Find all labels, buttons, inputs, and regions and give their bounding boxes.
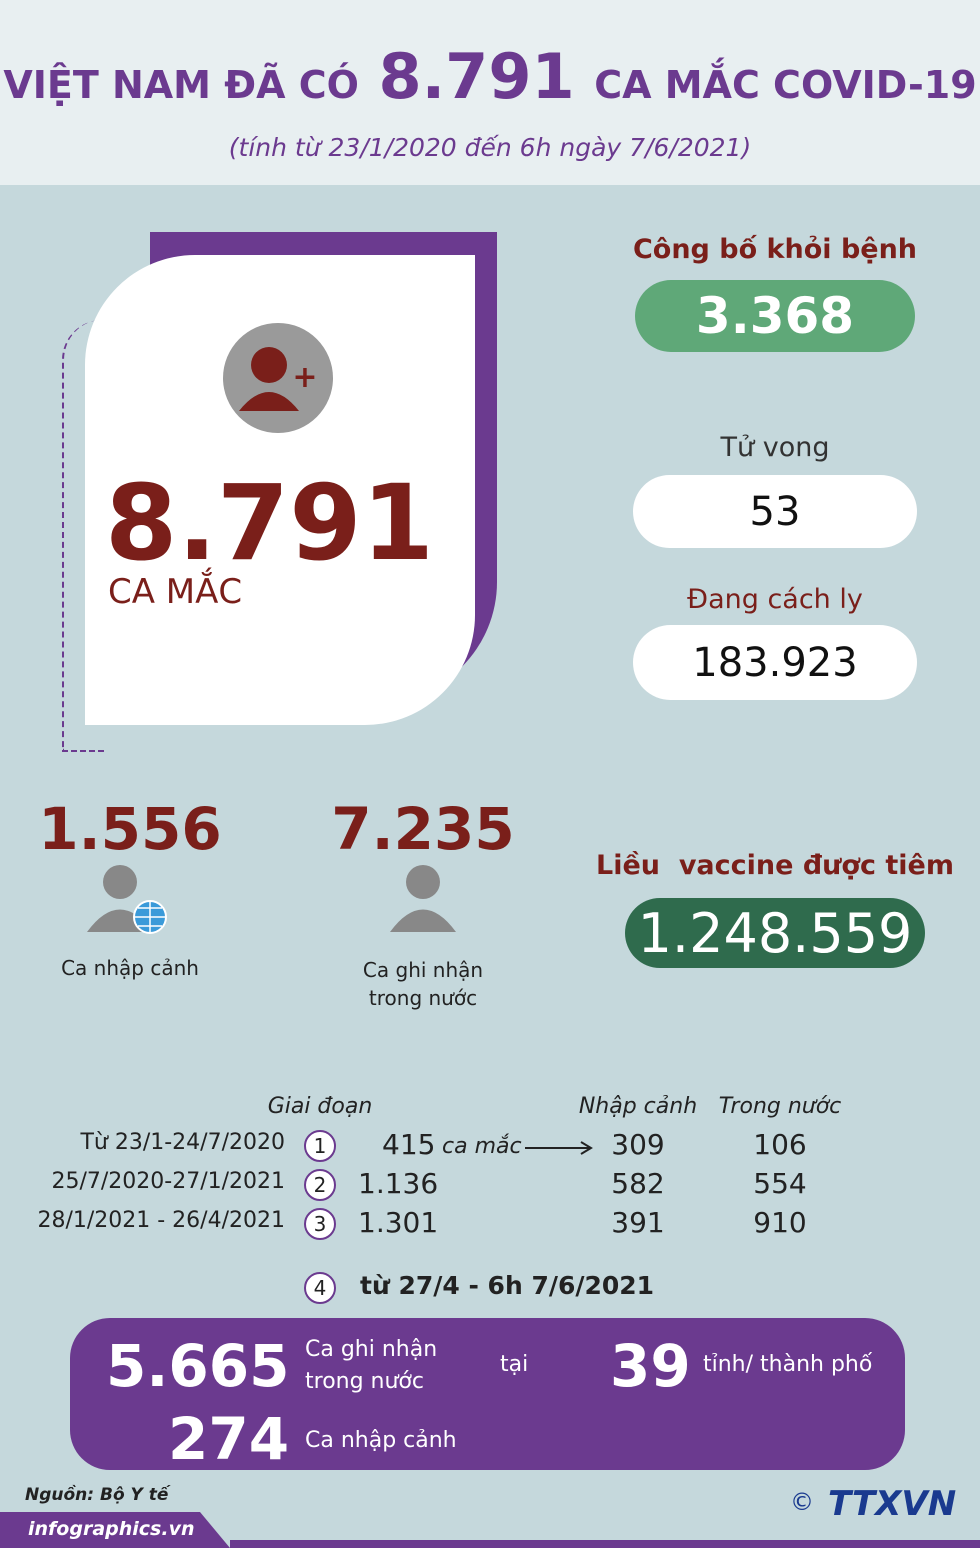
row-unit: ca mắc (442, 1134, 522, 1159)
header-imported: Nhập cảnh (578, 1094, 698, 1119)
quarantine-value: 183.923 (633, 625, 917, 700)
vaccine-label: Liều vaccine được tiêm (596, 850, 954, 881)
imported-icon (87, 865, 167, 934)
recovered-value: 3.368 (635, 280, 915, 352)
phase4-domestic-label: Ca ghi nhận trong nước (305, 1337, 438, 1394)
title-suffix: CA MẮC COVID-19 (594, 63, 977, 107)
footer-band (0, 1512, 980, 1548)
row-total: 415 (382, 1128, 436, 1161)
domestic-label: Ca ghi nhận trong nước (362, 958, 484, 1010)
logo: TTXVN (828, 1484, 957, 1524)
copyright-mark: © (790, 1488, 814, 1516)
domestic-icon (390, 865, 456, 932)
arrow (525, 1141, 593, 1155)
title-prefix: VIỆT NAM ĐÃ CÓ (3, 63, 359, 107)
row-index: 2 (304, 1169, 336, 1201)
title-number: 8.791 (378, 40, 575, 113)
subtitle: (tính từ 23/1/2020 đến 6h ngày 7/6/2021) (228, 133, 752, 162)
header-band (0, 0, 980, 185)
row-total: 1.301 (358, 1206, 439, 1239)
svg-text:+: + (292, 360, 317, 395)
row-period: 28/1/2021 - 26/4/2021 (37, 1208, 285, 1233)
deaths-value: 53 (633, 475, 917, 548)
row-period: Từ 23/1-24/7/2020 (80, 1130, 285, 1155)
title: VIỆT NAM ĐÃ CÓ 8.791 CA MẮC COVID-19 (0, 40, 980, 113)
phase4-provinces: 39 (610, 1332, 691, 1400)
row-index: 1 (304, 1130, 336, 1162)
row-imported: 391 (611, 1206, 665, 1239)
row-total: 1.136 (358, 1167, 439, 1200)
total-value: 8.791 (105, 462, 434, 584)
card-dash (62, 320, 104, 752)
phase4-domestic: 5.665 (106, 1332, 290, 1400)
recovered-label: Công bố khỏi bệnh (632, 234, 918, 265)
vaccine-value: 1.248.559 (625, 898, 925, 968)
row-domestic: 106 (753, 1128, 807, 1161)
imported-value: 1.556 (38, 795, 222, 863)
imported-label: Ca nhập cảnh (61, 956, 199, 980)
phase4-imported-label: Ca nhập cảnh (305, 1428, 457, 1453)
phase4-provinces-label: tỉnh/ thành phố (703, 1352, 873, 1377)
phase4-connector: tại (500, 1352, 529, 1377)
row-index: 3 (304, 1208, 336, 1240)
domestic-value: 7.235 (331, 795, 515, 863)
row-period: 25/7/2020-27/1/2021 (51, 1169, 285, 1194)
row-domestic: 910 (753, 1206, 807, 1239)
person-plus-icon: + (223, 323, 333, 433)
source: Nguồn: Bộ Y tế (25, 1485, 169, 1505)
phase4-index: 4 (304, 1272, 336, 1304)
phase4-box (70, 1318, 905, 1470)
header-period: Giai đoạn (267, 1094, 373, 1119)
row-domestic: 554 (753, 1167, 807, 1200)
header-domestic: Trong nước (718, 1094, 842, 1119)
phase4-period: từ 27/4 - 6h 7/6/2021 (360, 1271, 655, 1300)
total-label: CA MẮC (108, 572, 243, 612)
deaths-label: Tử vong (720, 432, 830, 463)
phase4-imported: 274 (168, 1405, 290, 1473)
row-imported: 309 (611, 1128, 665, 1161)
site: infographics.vn (28, 1518, 195, 1540)
row-imported: 582 (611, 1167, 665, 1200)
quarantine-label: Đang cách ly (687, 584, 863, 615)
